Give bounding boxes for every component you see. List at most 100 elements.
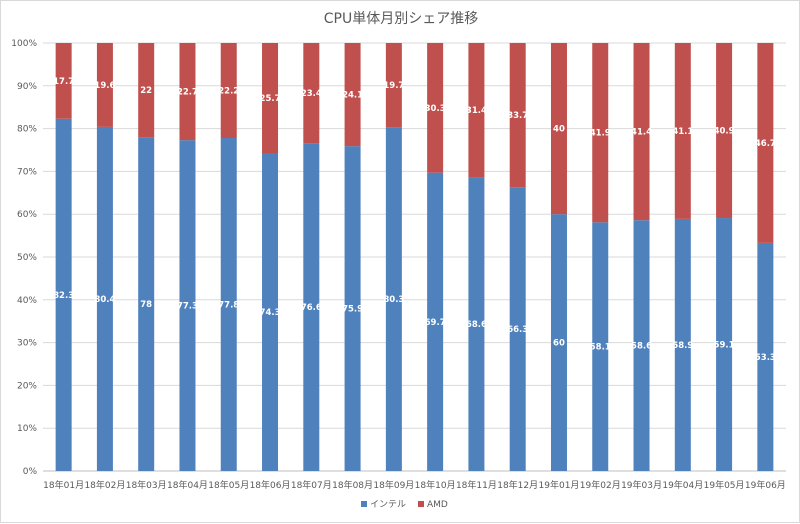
bar-segment-amd	[55, 43, 72, 119]
legend-swatch	[418, 501, 424, 507]
y-tick-label: 90%	[17, 82, 37, 92]
x-category-label: 18年05月	[208, 479, 249, 491]
data-label: 46.7	[755, 139, 776, 149]
bar-segment-intel	[303, 143, 320, 472]
bar-segment-intel	[674, 218, 691, 471]
bar-segment-intel	[757, 242, 774, 471]
bars: 82.3 17.7 80.4 19.6 78 22 77.3 22.7 77.8 22.2 74.3…	[53, 43, 776, 472]
x-category-label: 18年07月	[291, 479, 332, 491]
bar-segment-intel	[220, 138, 237, 472]
bar-segment-intel	[262, 152, 279, 471]
data-label: 59.1	[714, 341, 735, 351]
x-category-label: 19年04月	[662, 479, 703, 491]
data-label: 41.9	[590, 129, 611, 139]
x-category-label: 18年06月	[250, 479, 291, 491]
bar-segment-amd	[468, 43, 485, 178]
x-category-label: 18年12月	[497, 479, 538, 491]
data-label: 25.7	[260, 94, 281, 104]
data-label: 58.6	[631, 342, 652, 352]
bar-segment-amd	[303, 43, 320, 144]
data-label: 77.8	[218, 301, 239, 311]
bar-segment-amd	[592, 43, 609, 223]
bar-segment-intel	[385, 127, 402, 471]
bar-segment-intel	[550, 214, 567, 471]
gridlines	[43, 42, 786, 472]
data-label: 77.3	[177, 302, 198, 312]
data-label: 58.9	[672, 341, 693, 351]
data-label: 22.7	[177, 88, 198, 98]
bar-segment-intel	[427, 172, 444, 471]
bar-segment-intel	[592, 222, 609, 471]
x-category-label: 19年01月	[539, 479, 580, 491]
x-category-label: 19年05月	[704, 479, 745, 491]
bar-segment-amd	[179, 43, 196, 141]
data-label: 68.6	[466, 320, 487, 330]
data-label: 58.1	[590, 343, 611, 353]
legend-label: AMD	[427, 500, 448, 510]
bar-segment-amd	[96, 43, 113, 127]
data-label: 19.6	[94, 81, 115, 91]
data-label: 69.7	[425, 318, 446, 328]
bar-segment-amd	[757, 43, 774, 243]
bar-segment-amd	[550, 43, 567, 215]
bar-segment-amd	[633, 43, 650, 221]
bar-segment-amd	[262, 43, 279, 153]
bar-segment-intel	[179, 140, 196, 471]
x-category-label: 18年04月	[167, 479, 208, 491]
data-label: 31.4	[466, 106, 487, 116]
legend-label: インテル	[370, 499, 406, 510]
bar-segment-intel	[96, 126, 113, 471]
data-label: 78	[140, 300, 152, 310]
x-category-label: 18年09月	[373, 479, 414, 491]
x-category-label: 18年10月	[415, 479, 456, 491]
legend: インテル AMD	[361, 499, 448, 510]
chart-title: CPU単体月別シェア推移	[324, 11, 478, 27]
bar-segment-amd	[509, 43, 526, 188]
data-label: 22	[140, 86, 152, 96]
y-tick-label: 10%	[17, 424, 37, 434]
data-label: 41.1	[672, 127, 693, 137]
data-label: 40.9	[714, 127, 735, 137]
x-category-label: 18年11月	[456, 479, 497, 491]
data-label: 30.3	[425, 104, 446, 114]
bar-segment-amd	[385, 43, 402, 128]
bar-segment-intel	[468, 177, 485, 471]
data-label: 60	[553, 339, 565, 349]
y-tick-label: 70%	[17, 167, 37, 177]
bar-segment-intel	[344, 146, 361, 471]
y-tick-label: 30%	[17, 339, 37, 349]
data-label: 53.3	[755, 353, 776, 363]
data-label: 24.1	[342, 91, 363, 101]
bar-segment-intel	[55, 118, 72, 472]
data-label: 22.2	[218, 87, 239, 97]
data-label: 76.6	[301, 303, 322, 313]
data-label: 17.7	[53, 77, 74, 87]
y-tick-label: 80%	[17, 125, 37, 135]
data-label: 23.4	[301, 89, 322, 99]
bar-segment-amd	[427, 43, 444, 173]
y-tick-label: 40%	[17, 296, 37, 306]
bar-segment-intel	[633, 220, 650, 471]
data-label: 75.9	[342, 305, 363, 315]
y-tick-label: 50%	[17, 253, 37, 263]
bar-segment-amd	[344, 43, 361, 147]
x-category-label: 19年03月	[621, 479, 662, 491]
legend-swatch	[361, 501, 367, 507]
data-label: 74.3	[260, 308, 281, 318]
x-category-label: 18年08月	[332, 479, 373, 491]
bar-segment-intel	[716, 218, 733, 471]
y-tick-label: 20%	[17, 381, 37, 391]
bar-segment-amd	[674, 43, 691, 219]
x-category-label: 19年02月	[580, 479, 621, 491]
data-label: 41.4	[631, 128, 652, 138]
x-category-label: 18年03月	[126, 479, 167, 491]
y-tick-label: 60%	[17, 210, 37, 220]
data-label: 80.3	[383, 295, 404, 305]
x-axis-categories: 18年01月 18年02月 18年03月 18年04月 18年05月 18年06月 18年0…	[43, 479, 786, 491]
data-label: 19.7	[383, 81, 404, 91]
y-tick-label: 100%	[11, 39, 37, 49]
data-label: 66.3	[507, 325, 528, 335]
data-label: 33.7	[507, 111, 528, 121]
bar-segment-amd	[716, 43, 733, 219]
